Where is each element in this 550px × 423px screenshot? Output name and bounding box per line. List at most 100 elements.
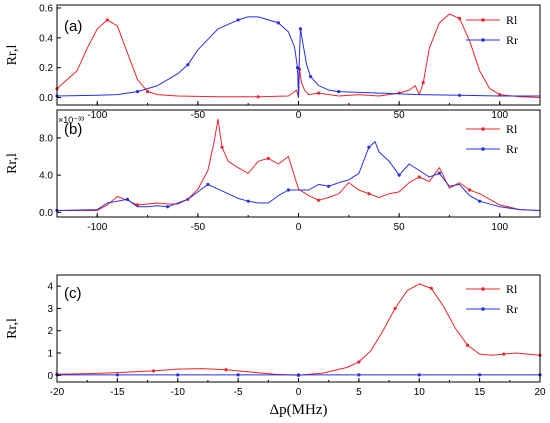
data-point (135, 89, 140, 94)
data-point (397, 173, 401, 177)
data-point (429, 286, 433, 290)
data-point (357, 360, 361, 364)
plot-frame (56, 274, 541, 383)
x-tick-label: -50 (191, 222, 206, 233)
data-point (266, 156, 270, 160)
data-point (176, 373, 180, 377)
y-tick-label: 0.6 (39, 3, 53, 14)
data-point (437, 171, 441, 175)
data-point (367, 192, 371, 196)
y-tick-label: 0.2 (39, 63, 53, 74)
y-axis-label: Rr,l (5, 318, 20, 339)
legend-marker (481, 38, 485, 42)
series-line-rr (56, 16, 540, 98)
data-point (236, 373, 240, 377)
data-point (295, 66, 300, 70)
x-tick-label: -50 (191, 110, 206, 121)
legend-label: Rl (506, 122, 518, 136)
data-point (105, 18, 109, 22)
data-point (125, 197, 130, 201)
data-point (317, 198, 321, 202)
y-tick-label: 0.0 (39, 208, 53, 219)
series-line-rl (57, 118, 541, 211)
legend-marker (481, 287, 485, 291)
x-tick-label: -20 (50, 387, 65, 398)
x-tick-label: -5 (234, 387, 243, 398)
x-tick-label: 50 (394, 222, 406, 233)
legend-label: Rr (506, 142, 518, 156)
panel-label: (b) (64, 121, 82, 138)
legend-label: Rl (506, 282, 518, 296)
x-tick-label: 0 (296, 222, 302, 233)
x-tick-label: -100 (87, 110, 107, 121)
data-point (417, 373, 421, 377)
y-tick-label: 0.0 (39, 93, 53, 104)
data-point (393, 306, 397, 311)
data-point (465, 343, 470, 347)
x-tick-label: 0 (296, 110, 302, 121)
data-point (337, 89, 341, 94)
panel-a: -100 -50 0 50 100 0.0 0.2 0.4 0.6 (a) Rr,l Rl Rr (5, 3, 541, 121)
data-point (357, 373, 361, 377)
legend-marker (481, 307, 485, 311)
x-tick-label: 50 (394, 110, 406, 121)
data-point (317, 91, 321, 95)
axis-multiplier: ×10⁻³³ (58, 115, 84, 125)
data-point (115, 373, 119, 377)
data-point (467, 188, 472, 192)
x-tick-label: 100 (491, 110, 508, 121)
data-point (327, 184, 331, 188)
data-point (367, 145, 371, 149)
data-point (502, 352, 506, 356)
data-point (298, 27, 303, 31)
x-tick-label: -100 (87, 222, 107, 233)
data-point (478, 199, 482, 203)
x-tick-label: 0 (296, 387, 302, 398)
y-axis-label: Rr,l (5, 153, 20, 174)
data-point (498, 92, 502, 97)
data-point (276, 21, 280, 25)
panel-b: -100 -50 0 50 100 0.0 4.0 8.0 (b) Rr,l ×10⁻³³ Rl Rr (5, 109, 541, 233)
legend-label: Rr (506, 33, 518, 47)
data-point (220, 145, 224, 149)
data-point (296, 373, 301, 377)
series-line-rr (56, 141, 541, 211)
chart-panels: -100 -50 0 50 1000.00.20.40.6(a)Rr,lRlRr-100… (5, 3, 546, 418)
data-point (478, 373, 482, 377)
data-point (186, 63, 190, 67)
data-point (152, 369, 156, 373)
y-tick-label: 1 (47, 349, 53, 360)
y-tick-label: 4 (47, 282, 53, 293)
y-tick-label: 0 (47, 371, 53, 382)
x-tick-label: -10 (171, 387, 186, 398)
data-point (256, 95, 260, 99)
data-point (417, 175, 421, 179)
y-tick-label: 4.0 (39, 171, 53, 182)
series-line-rl (56, 283, 541, 376)
legend-label: Rr (506, 302, 518, 316)
legend-marker (481, 127, 485, 131)
data-point (457, 16, 462, 21)
legend-label: Rl (506, 13, 518, 27)
data-point (308, 75, 313, 79)
data-point (286, 188, 291, 192)
panel-label: (a) (64, 18, 82, 35)
data-point (236, 18, 240, 22)
y-tick-label: 3 (47, 304, 53, 315)
x-tick-label: -15 (110, 387, 125, 398)
panel-label: (c) (64, 285, 82, 302)
y-axis-label: Rr,l (5, 44, 20, 65)
x-tick-label: 15 (474, 387, 486, 398)
data-point (421, 81, 425, 85)
data-point (457, 93, 462, 97)
x-axis-label: Δp(MHz) (270, 402, 328, 418)
data-point (206, 182, 210, 187)
data-point (166, 205, 170, 209)
legend-marker (481, 18, 485, 22)
panel-c: -20 -15 -10 -5 0 5 10 15 20 0 1 2 3 4 (c) Rr,l Δp(MHz) Rl… (5, 274, 546, 418)
data-point (145, 89, 150, 94)
y-tick-label: 2 (47, 326, 53, 337)
legend-marker (481, 147, 485, 151)
series-line-rl (56, 13, 541, 98)
